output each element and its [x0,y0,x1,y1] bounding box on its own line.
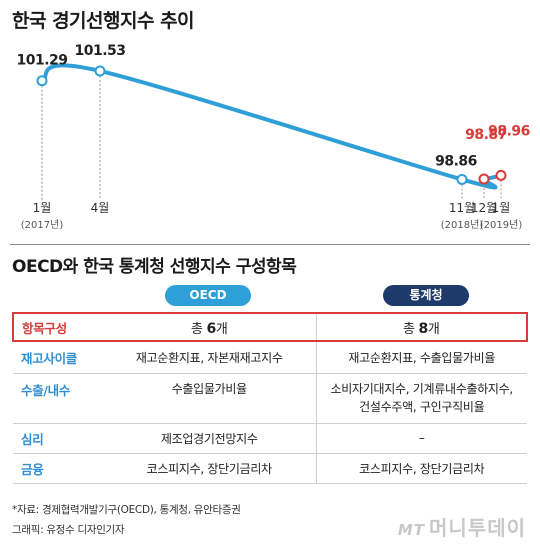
comparison-table: 항목구성 총 6개 총 8개 재고사이클 재고순환지표, 자본재재고지수 재고순… [12,312,528,484]
cell-prefix: 총 [190,321,207,337]
x-tick-label: 1월 [33,201,52,215]
x-tick-sublabel: (2018년) [441,219,484,231]
x-tick-label: 4월 [91,201,110,215]
cell-oecd: 코스피지수, 장단기금리차 [103,453,317,484]
row-header: 재고사이클 [13,341,103,374]
table-row-sentiment: 심리 제조업경기전망지수 – [13,423,527,454]
x-tick-label: 12월 [471,201,497,215]
data-label: 101.29 [16,53,67,69]
count-value: 6 [206,320,216,337]
data-point [495,169,507,181]
cell-suffix: 개 [427,321,440,337]
x-tick-sublabel: (2017년) [21,219,64,231]
data-label: 98.96 [488,123,530,139]
row-header: 금융 [13,453,103,484]
count-value: 8 [418,320,428,337]
row-header: 수출/내수 [13,373,103,424]
logo-mark: MT [397,521,425,539]
cell-statistics-korea: – [316,423,527,454]
cell-statistics-korea: 소비자기대지수, 기계류내수출하지수, 건설수주액, 구인구직비율 [316,373,527,424]
section-divider [10,244,530,245]
cell-oecd: 총 6개 [103,312,317,342]
series-line [40,63,503,190]
data-label: 98.87 [465,127,507,143]
cell-oecd: 재고순환지표, 자본재재고지수 [103,341,317,374]
table-row-inventory: 재고사이클 재고순환지표, 자본재재고지수 재고순환지표, 수출입물가비율 [13,341,527,374]
cell-statistics-korea: 코스피지수, 장단기금리차 [316,453,527,484]
table-row-composition: 항목구성 총 6개 총 8개 [12,312,528,342]
column-header-statistics-korea: 통계청 [383,285,469,306]
section-subtitle: OECD와 한국 통계청 선행지수 구성항목 [12,257,297,277]
publisher-logo: MT 머니투데이 [398,512,526,541]
data-label: 98.86 [435,153,477,169]
cell-prefix: 총 [402,321,419,337]
source-note: *자료: 경제협력개발기구(OECD), 통계청, 유안타증권 [12,504,241,516]
cell-line: 소비자기대지수, 기계류내수출하지수, [330,382,514,396]
x-tick-sublabel: (2019년) [480,219,523,231]
x-tick-label: 11월 [449,201,475,215]
cell-statistics-korea: 총 8개 [316,312,528,342]
cell-suffix: 개 [215,321,228,337]
x-tick-label: 1월 [492,201,511,215]
chart-title: 한국 경기선행지수 추이 [12,10,195,32]
graphic-credit: 그래픽: 유정수 디자인기자 [12,524,125,536]
cell-oecd: 수출입물가비율 [103,373,317,424]
cell-statistics-korea: 재고순환지표, 수출입물가비율 [316,341,527,374]
table-row-finance: 금융 코스피지수, 장단기금리차 코스피지수, 장단기금리차 [13,453,527,484]
data-point [478,173,490,185]
data-point [94,65,106,77]
cell-line: 건설수주액, 구인구직비율 [359,400,485,414]
data-point [36,75,48,87]
row-header: 항목구성 [12,312,103,342]
data-point [456,173,468,185]
cell-oecd: 제조업경기전망지수 [103,423,317,454]
logo-text: 머니투데이 [429,516,526,540]
column-header-oecd: OECD [165,285,251,306]
leading-index-line-chart: 101.29 1월 (2017년) 101.53 4월 98.86 11월 (2018년) 98… [16,43,530,231]
data-label: 101.53 [74,43,125,59]
row-header: 심리 [13,423,103,454]
table-row-export-domestic: 수출/내수 수출입물가비율 소비자기대지수, 기계류내수출하지수, 건설수주액,… [13,373,527,424]
